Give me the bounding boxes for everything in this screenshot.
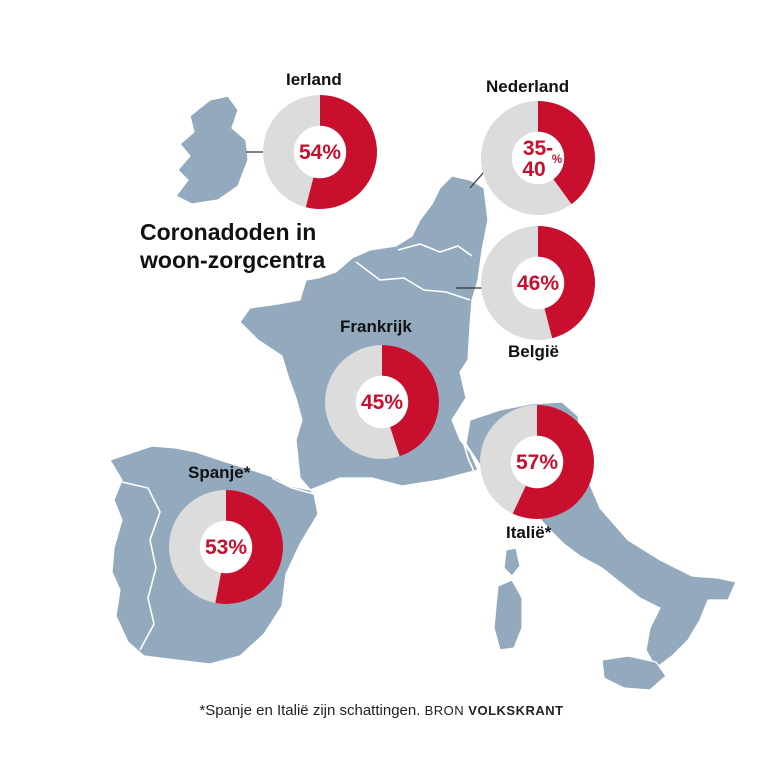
corsica-shape: [503, 547, 521, 577]
chart-title-line1: Coronadoden in: [140, 219, 317, 245]
donut-value-label-top: 35-: [523, 137, 553, 160]
donut-hole: [510, 435, 564, 489]
sicily-shape: [601, 655, 667, 691]
country-label-spanje: Spanje*: [188, 463, 251, 482]
donut-nederland: 35-40%: [481, 101, 595, 215]
border-es-pt: [121, 481, 161, 651]
chart-title: Coronadoden in woon-zorgcentra: [140, 218, 325, 274]
country-label-italie: Italië*: [506, 523, 552, 542]
donut-hole: [293, 125, 347, 179]
sardinia-shape: [493, 579, 523, 651]
border-fr-be: [355, 261, 471, 301]
donut-hole: [511, 256, 565, 310]
country-label-ierland: Ierland: [286, 70, 342, 89]
donut-value-slice: [538, 101, 595, 205]
footnote: *Spanje en Italië zijn schattingen. BRON…: [0, 702, 763, 719]
donut-belgie: 46%: [481, 226, 596, 340]
donut-ierland: 54%: [263, 95, 377, 209]
source-name: VOLKSKRANT: [468, 703, 564, 718]
donut-value-label: 54%: [299, 141, 341, 164]
country-label-nederland: Nederland: [486, 77, 570, 96]
donut-value-label: 53%: [205, 536, 247, 559]
border-be-nl: [397, 243, 473, 257]
donut-hole: [199, 520, 253, 574]
country-label-belgie: België: [508, 342, 560, 361]
border-fr-es: [271, 477, 353, 501]
donut-value-label: 45%: [361, 391, 403, 414]
ireland-shape: [175, 95, 249, 205]
border-fr-it: [461, 417, 477, 477]
source-word: BRON: [424, 703, 465, 718]
donut-frankrijk: 45%: [325, 345, 439, 459]
donut-value-slice: [382, 345, 439, 457]
donut-italie: 57%: [480, 405, 594, 519]
donut-value-slice: [538, 226, 596, 339]
footnote-text: *Spanje en Italië zijn schattingen.: [199, 702, 421, 719]
donut-spanje: 53%: [169, 490, 284, 604]
donut-value-label: 46%: [517, 272, 559, 295]
donut-hole: [355, 375, 409, 429]
donut-percent-sign: %: [552, 154, 562, 166]
donut-value-label-bottom: 40: [522, 158, 545, 181]
donut-value-label: 57%: [516, 451, 558, 474]
leader-nederland: [469, 171, 485, 189]
donut-hole: [511, 131, 565, 185]
chart-title-line2: woon-zorgcentra: [140, 247, 326, 273]
country-label-frankrijk: Frankrijk: [340, 317, 412, 336]
